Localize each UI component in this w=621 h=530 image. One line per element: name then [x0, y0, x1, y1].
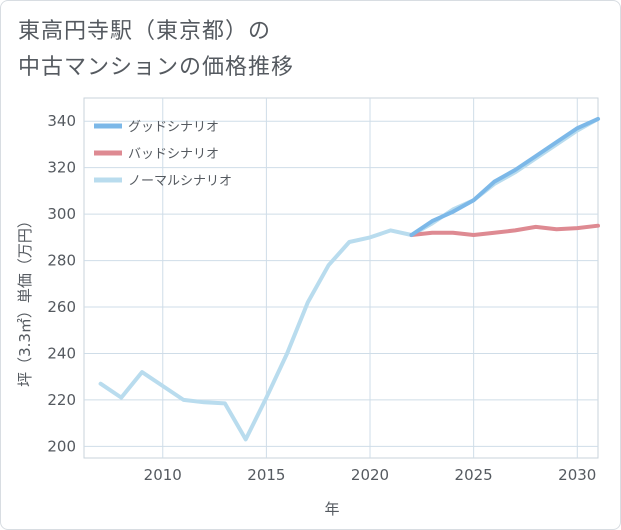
series-lines — [98, 116, 600, 442]
series-line-0 — [409, 116, 600, 237]
title-line-1: 東高円寺駅（東京都）の — [18, 19, 272, 44]
y-tick-label: 280 — [47, 252, 76, 270]
y-tick-label: 260 — [47, 298, 76, 316]
title-line-2: 中古マンションの価格推移 — [18, 55, 295, 80]
y-tick-label: 340 — [47, 112, 76, 130]
x-tick-label: 2015 — [247, 466, 285, 484]
x-tick-label: 2020 — [351, 466, 389, 484]
chart-title: 東高円寺駅（東京都）の 中古マンションの価格推移 — [18, 14, 294, 86]
x-axis-label: 年 — [324, 500, 339, 518]
y-axis-label: 坪（3.3㎡）単価（万円） — [16, 213, 34, 387]
y-tick-label: 300 — [47, 205, 76, 223]
legend-label: バッドシナリオ — [128, 147, 219, 162]
legend-label: グッドシナリオ — [128, 120, 219, 135]
x-tick-label: 2025 — [455, 466, 493, 484]
y-tick-label: 220 — [47, 391, 76, 409]
x-tick-label: 2010 — [144, 466, 182, 484]
y-tick-label: 320 — [47, 159, 76, 177]
y-axis-ticks: 200 220 240 260 280 300 320 340 — [47, 112, 76, 455]
x-tick-label: 2030 — [558, 466, 596, 484]
series-line-1 — [409, 223, 600, 237]
y-tick-label: 200 — [47, 437, 76, 455]
x-axis-ticks: 2010 2015 2020 2025 2030 — [144, 466, 597, 484]
y-tick-label: 240 — [47, 344, 76, 362]
plot-area — [83, 97, 599, 459]
legend-label: ノーマルシナリオ — [128, 174, 232, 189]
